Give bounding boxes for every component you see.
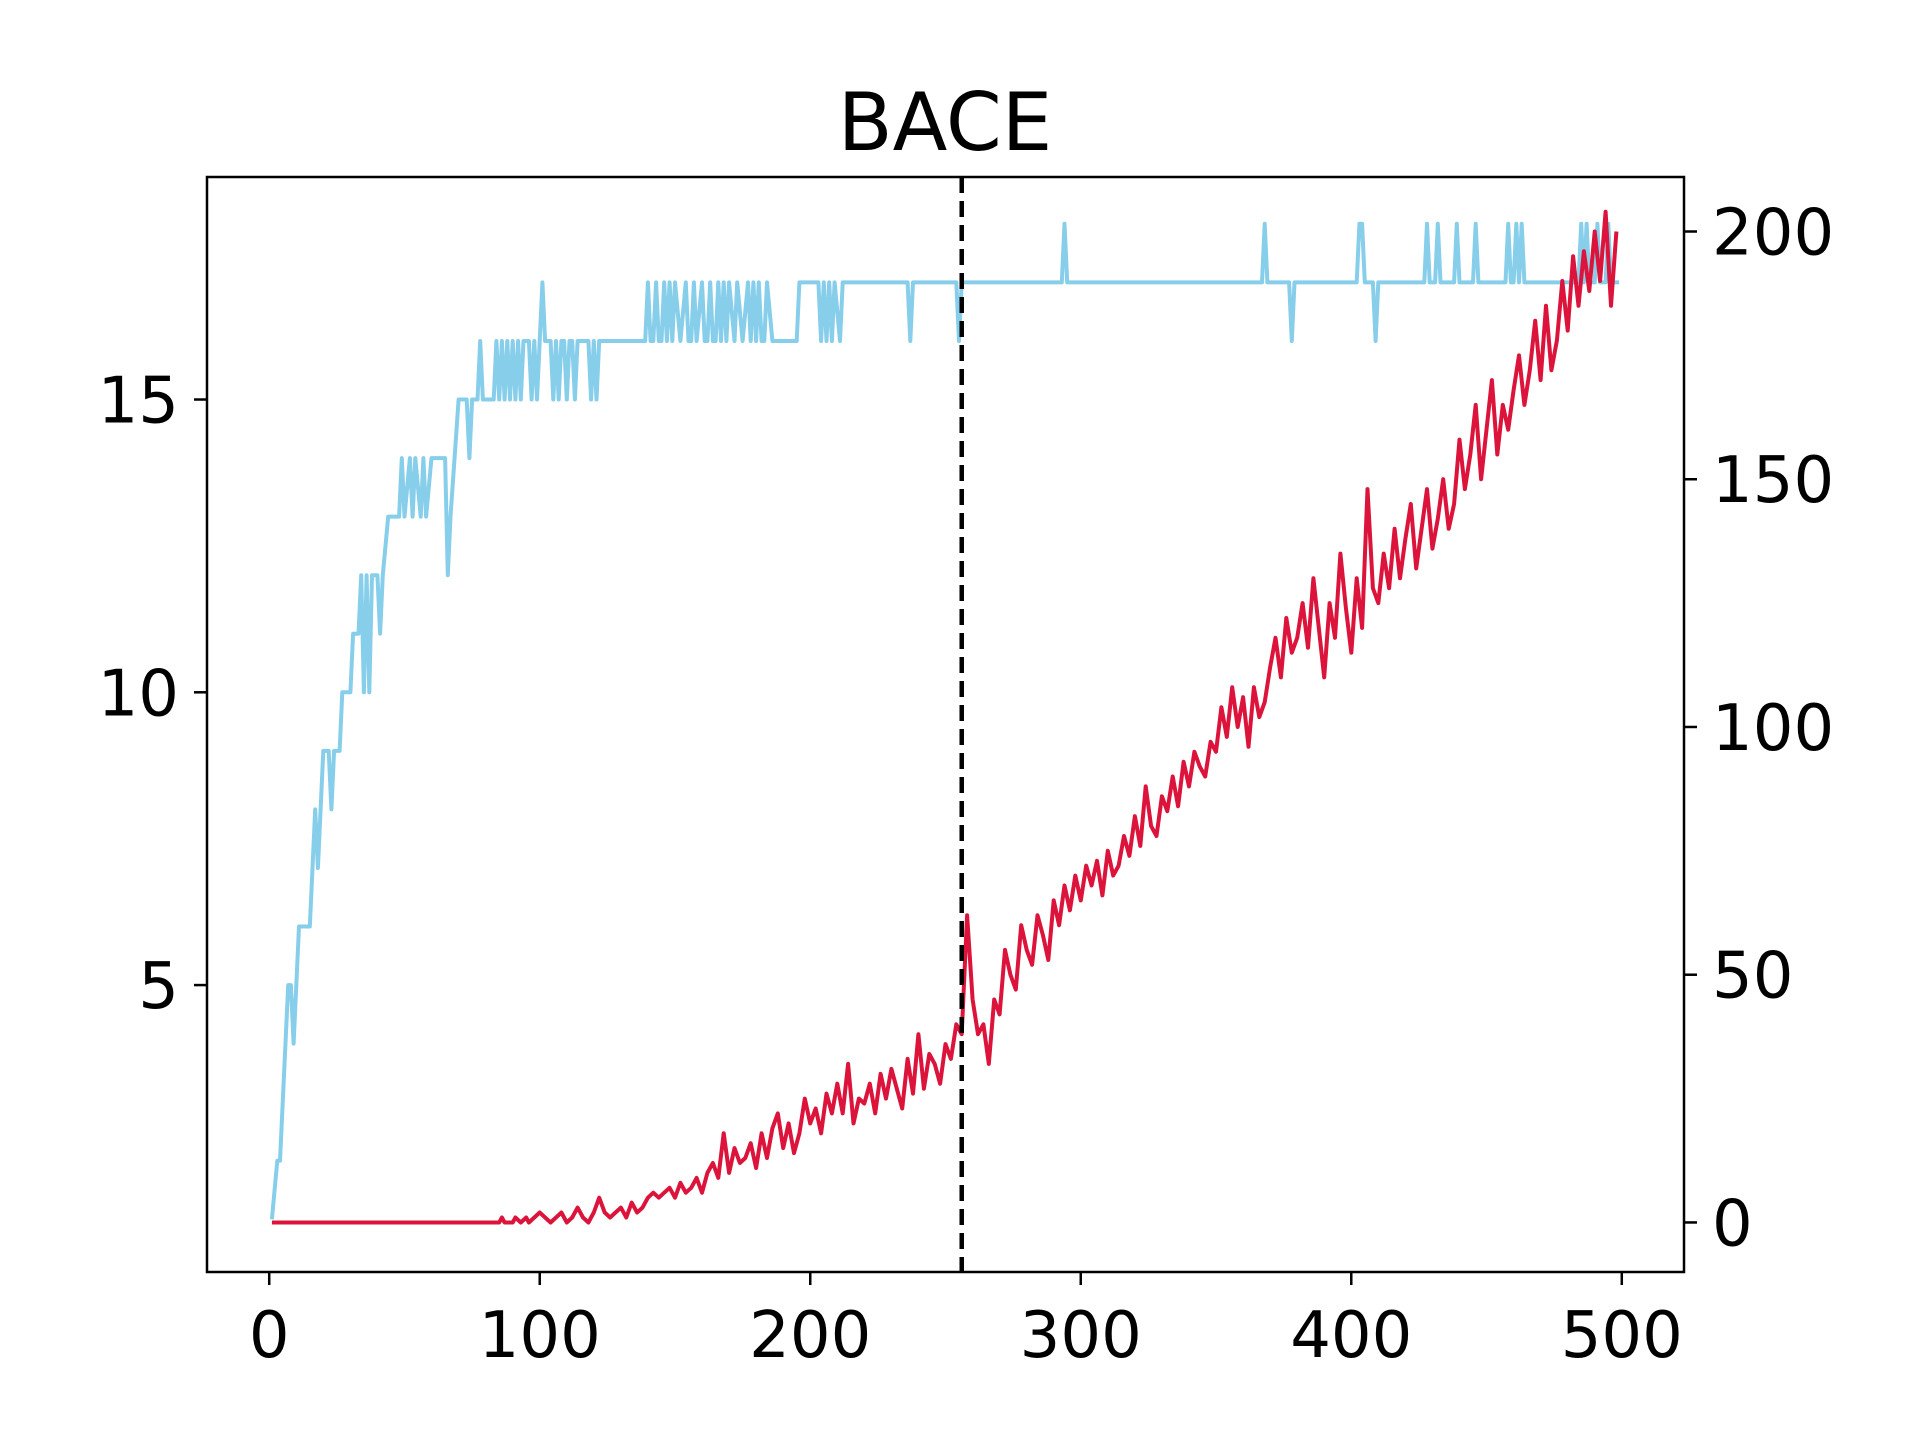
- plot-frame: [205, 175, 1686, 1274]
- x-tick-label: 400: [1290, 1299, 1412, 1373]
- y-tick-label-right: 0: [1712, 1187, 1753, 1261]
- y-tick-label-right: 50: [1712, 940, 1793, 1014]
- x-tick-label: 100: [479, 1299, 601, 1373]
- y-tick-label-right: 100: [1712, 692, 1834, 766]
- x-tick-label: 0: [249, 1299, 290, 1373]
- y-tick-label-left: 15: [98, 365, 179, 439]
- series-line-right: [271, 209, 1619, 1225]
- series-line-left: [269, 221, 1620, 1220]
- y-tick-label-right: 150: [1712, 444, 1834, 518]
- x-tick-label: 300: [1020, 1299, 1142, 1373]
- x-tick-label: 200: [749, 1299, 871, 1373]
- y-tick-label-left: 5: [138, 950, 179, 1024]
- series-layer: [269, 209, 1620, 1225]
- y-tick-label-left: 10: [98, 657, 179, 731]
- x-tick-label: 500: [1561, 1299, 1683, 1373]
- y-tick-label-right: 200: [1712, 197, 1834, 271]
- chart-title: BACE: [838, 76, 1053, 169]
